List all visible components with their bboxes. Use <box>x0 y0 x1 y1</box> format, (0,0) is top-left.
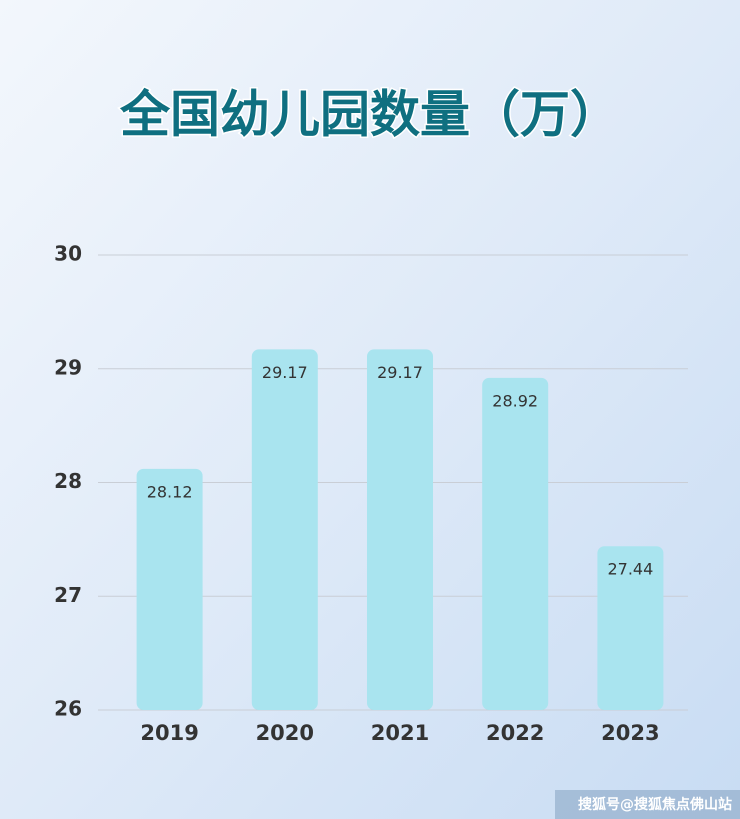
credit: 搜狐号@搜狐焦点佛山站 <box>578 796 732 813</box>
y-tick-label: 27 <box>54 583 82 607</box>
y-tick-label: 29 <box>54 355 82 379</box>
bar <box>597 546 664 710</box>
y-tick-label: 26 <box>54 697 82 721</box>
x-tick-label: 2019 <box>140 721 198 745</box>
credit-bg <box>555 790 740 819</box>
value-label: 28.12 <box>147 482 193 501</box>
plot-area: 26 27 28 29 30 2019 28.12 2020 29.17 2021 29.17 202… <box>54 242 688 745</box>
value-label: 29.17 <box>377 363 423 382</box>
y-tick-label: 28 <box>54 469 82 493</box>
value-label: 27.44 <box>607 560 653 579</box>
x-tick-label: 2020 <box>256 721 314 745</box>
bar <box>367 349 433 710</box>
bar <box>482 377 549 710</box>
bar <box>251 349 318 710</box>
x-tick-label: 2022 <box>486 721 544 745</box>
chart-title: 全国幼儿园数量（万） <box>119 86 620 144</box>
value-label: 29.17 <box>262 363 308 382</box>
y-tick-label: 30 <box>54 242 82 266</box>
value-label: 28.92 <box>492 391 538 410</box>
x-tick-label: 2023 <box>601 721 659 745</box>
bar <box>136 468 203 710</box>
x-tick-label: 2021 <box>371 721 429 745</box>
